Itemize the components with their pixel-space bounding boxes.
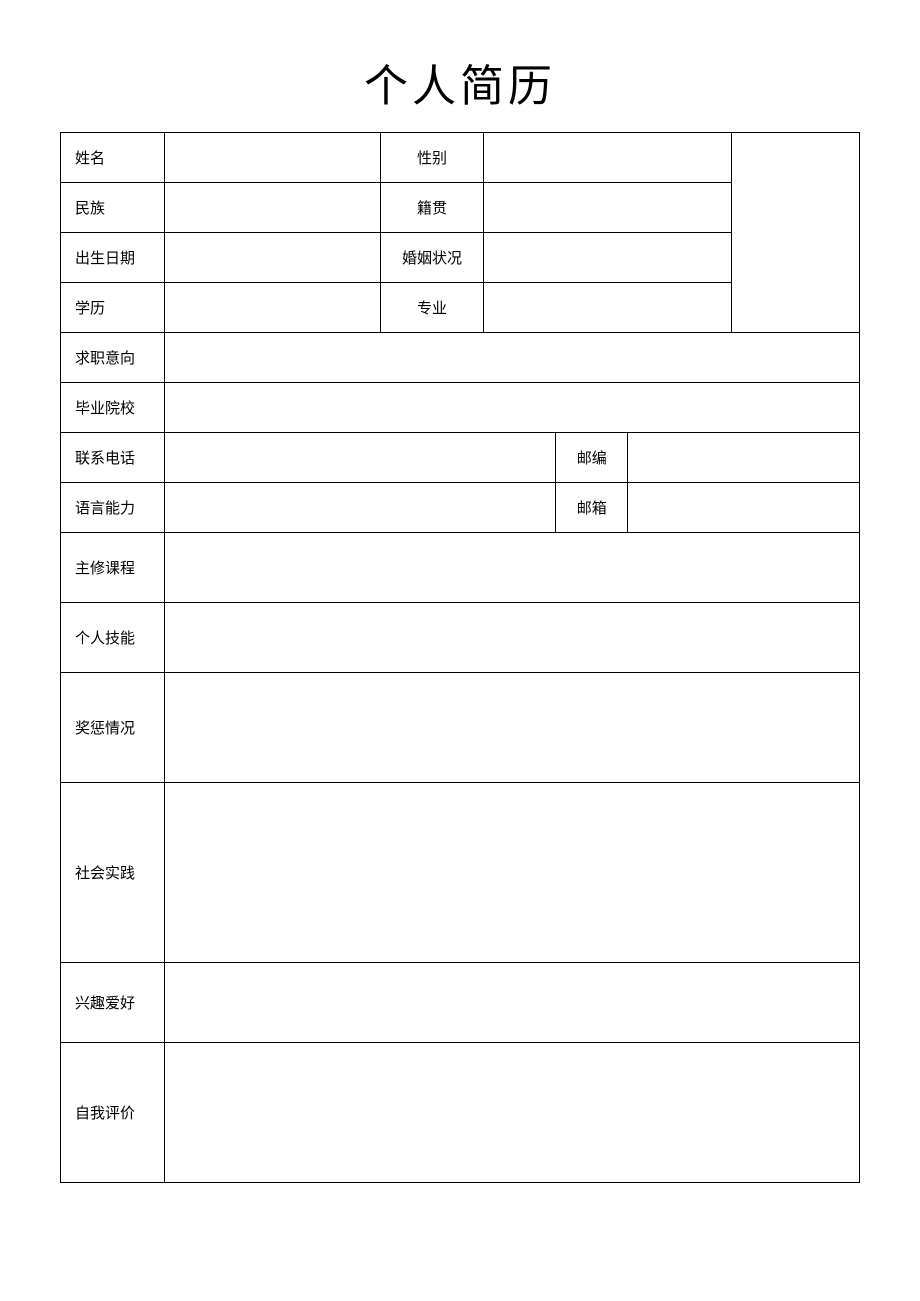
value-birth-date[interactable] <box>164 233 380 283</box>
value-postcode[interactable] <box>628 433 860 483</box>
label-education: 学历 <box>61 283 165 333</box>
page-title: 个人简历 <box>60 50 860 114</box>
value-gender[interactable] <box>484 133 732 183</box>
label-awards: 奖惩情况 <box>61 673 165 783</box>
label-graduate-school: 毕业院校 <box>61 383 165 433</box>
value-job-intention[interactable] <box>164 333 859 383</box>
label-phone: 联系电话 <box>61 433 165 483</box>
value-major[interactable] <box>484 283 732 333</box>
label-email: 邮箱 <box>556 483 628 533</box>
label-postcode: 邮编 <box>556 433 628 483</box>
label-native-place: 籍贯 <box>380 183 484 233</box>
label-practice: 社会实践 <box>61 783 165 963</box>
resume-table: 姓名 性别 民族 籍贯 出生日期 婚姻状况 学历 专业 求职意向 毕业院校 联系… <box>60 132 860 1183</box>
value-name[interactable] <box>164 133 380 183</box>
value-courses[interactable] <box>164 533 859 603</box>
table-row: 联系电话 邮编 <box>61 433 860 483</box>
label-job-intention: 求职意向 <box>61 333 165 383</box>
value-native-place[interactable] <box>484 183 732 233</box>
table-row: 兴趣爱好 <box>61 963 860 1043</box>
label-birth-date: 出生日期 <box>61 233 165 283</box>
table-row: 求职意向 <box>61 333 860 383</box>
value-graduate-school[interactable] <box>164 383 859 433</box>
label-major: 专业 <box>380 283 484 333</box>
label-marital-status: 婚姻状况 <box>380 233 484 283</box>
table-row: 自我评价 <box>61 1043 860 1183</box>
value-skills[interactable] <box>164 603 859 673</box>
value-marital-status[interactable] <box>484 233 732 283</box>
value-email[interactable] <box>628 483 860 533</box>
value-ethnicity[interactable] <box>164 183 380 233</box>
value-hobbies[interactable] <box>164 963 859 1043</box>
table-row: 社会实践 <box>61 783 860 963</box>
value-phone[interactable] <box>164 433 556 483</box>
value-education[interactable] <box>164 283 380 333</box>
table-row: 毕业院校 <box>61 383 860 433</box>
table-row: 语言能力 邮箱 <box>61 483 860 533</box>
value-self-eval[interactable] <box>164 1043 859 1183</box>
value-awards[interactable] <box>164 673 859 783</box>
label-ethnicity: 民族 <box>61 183 165 233</box>
table-row: 姓名 性别 <box>61 133 860 183</box>
value-language[interactable] <box>164 483 556 533</box>
table-row: 个人技能 <box>61 603 860 673</box>
value-practice[interactable] <box>164 783 859 963</box>
table-row: 奖惩情况 <box>61 673 860 783</box>
label-gender: 性别 <box>380 133 484 183</box>
label-skills: 个人技能 <box>61 603 165 673</box>
label-hobbies: 兴趣爱好 <box>61 963 165 1043</box>
label-name: 姓名 <box>61 133 165 183</box>
label-courses: 主修课程 <box>61 533 165 603</box>
photo-cell[interactable] <box>732 133 860 333</box>
label-language: 语言能力 <box>61 483 165 533</box>
label-self-eval: 自我评价 <box>61 1043 165 1183</box>
table-row: 主修课程 <box>61 533 860 603</box>
